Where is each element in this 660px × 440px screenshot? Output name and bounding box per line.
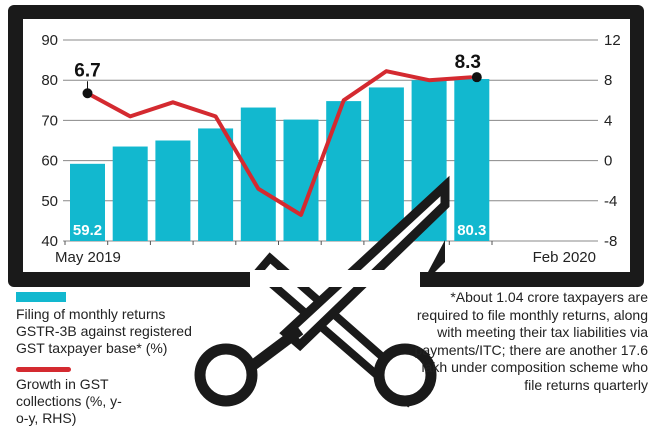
line-point — [171, 101, 174, 104]
line-point — [214, 115, 217, 118]
line-point — [428, 79, 431, 82]
left-tick-label: 70 — [41, 112, 58, 129]
left-tick-label: 60 — [41, 153, 58, 170]
bar-label-last: 80.3 — [457, 222, 486, 239]
right-tick-label: -4 — [604, 193, 617, 210]
right-tick-label: 8 — [604, 72, 612, 89]
bar-label-first: 59.2 — [73, 222, 102, 239]
bar — [155, 140, 191, 241]
legend-bar-swatch — [16, 292, 66, 302]
bar — [70, 163, 105, 241]
line-point — [385, 70, 388, 73]
bar — [112, 146, 148, 241]
right-tick-label: -8 — [604, 233, 617, 250]
line-point — [342, 99, 345, 102]
legend-line-label: Growth in GST collections (%, y-o-y, RHS… — [16, 376, 122, 426]
x-label-first: May 2019 — [55, 249, 121, 266]
callout-last: 8.3 — [455, 52, 481, 73]
right-tick-label: 12 — [604, 32, 621, 49]
footnote: *About 1.04 crore taxpayers are required… — [414, 289, 648, 393]
x-label-last: Feb 2020 — [533, 249, 596, 266]
callout-dot-first — [82, 88, 93, 99]
callout-first: 6.7 — [74, 60, 100, 81]
left-tick-label: 50 — [41, 193, 58, 210]
bar — [326, 101, 362, 241]
scissors-icon — [194, 175, 450, 408]
line-point — [257, 187, 260, 190]
legend-line: Growth in GST collections (%, y-o-y, RHS… — [16, 367, 126, 427]
legend-bar-label: Filing of monthly returns GSTR-3B agains… — [16, 306, 192, 356]
bar — [454, 78, 490, 241]
right-tick-label: 4 — [604, 112, 612, 129]
left-tick-label: 40 — [41, 233, 58, 250]
callout-dot-last — [471, 72, 482, 83]
bar — [198, 128, 234, 241]
legend-line-swatch — [16, 367, 71, 372]
left-tick-label: 90 — [41, 32, 58, 49]
right-tick-label: 0 — [604, 153, 612, 170]
left-tick-label: 80 — [41, 72, 58, 89]
legend-bar: Filing of monthly returns GSTR-3B agains… — [16, 292, 206, 357]
bar — [368, 87, 404, 241]
line-point — [129, 115, 132, 118]
line-point — [300, 213, 302, 216]
growth-line — [86, 69, 472, 217]
bar — [240, 107, 276, 241]
